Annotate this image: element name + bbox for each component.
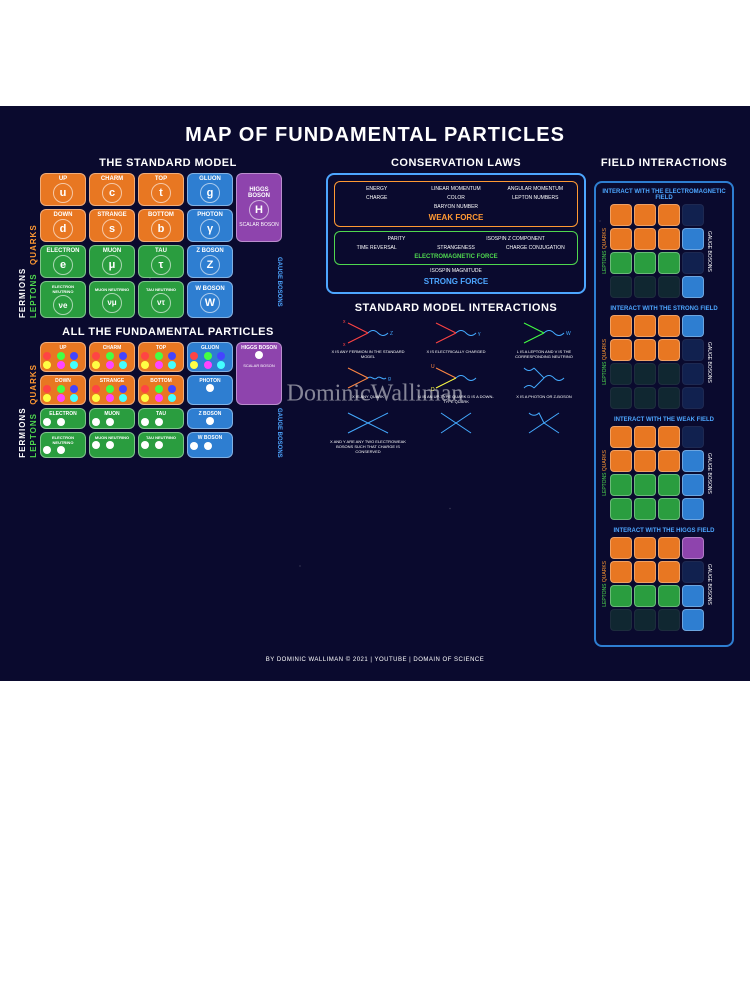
standard-model-section: THE STANDARD MODEL FERMIONS LEPTONS QUAR… [18,157,318,318]
ql-label-2: LEPTONS QUARKS [29,342,38,458]
sp-gluon: GLUON [187,342,233,372]
particle-gluon: GLUONg [187,173,233,206]
main-title: MAP OF FUNDAMENTAL PARTICLES [18,124,732,147]
sp-higgs: HIGGS BOSONSCALAR BOSON [236,342,282,405]
conservation-section: CONSERVATION LAWS ENERGYLINEAR MOMENTUMA… [326,157,586,294]
sp-photon: PHOTON [187,375,233,405]
particle-strange: STRANGEs [89,209,135,242]
left-column: THE STANDARD MODEL FERMIONS LEPTONS QUAR… [18,157,318,647]
particle-up: UPu [40,173,86,206]
quark-lepton-label: LEPTONS QUARKS [29,173,38,318]
feyn-3: WL IS A LEPTON AND V IS THE CORRESPONDIN… [502,318,586,359]
fermions-label: FERMIONS [18,173,27,318]
svg-text:W: W [566,331,571,337]
field-higgs: INTERACT WITH THE HIGGS FIELD LEPTONS QU… [602,528,726,631]
all-title: ALL THE FUNDAMENTAL PARTICLES [18,326,318,338]
svg-text:Z: Z [390,331,393,337]
feyn-9 [502,408,586,454]
sp-vm: MUON NEUTRINO [89,432,135,457]
sm-title: THE STANDARD MODEL [18,157,318,169]
field-box: INTERACT WITH THE ELECTROMAGNETIC FIELD … [594,181,734,647]
sp-mu: MUON [89,408,135,429]
particle-ve: ELECTRON NEUTRINOνe [40,281,86,318]
sp-w: W BOSON [187,432,233,457]
sp-bottom: BOTTOM [138,375,184,405]
small-particle-grid: UP CHARM TOP GLUON HIGGS BOSONSCALAR BOS… [40,342,282,458]
field-strong: INTERACT WITH THE STRONG FIELD LEPTONS Q… [602,306,726,409]
particle-charm: CHARMc [89,173,135,206]
sp-tau: TAU [138,408,184,429]
feyn-5: UDU IS AN UP-TYPE QUARK D IS A DOWN-TYPE… [414,363,498,404]
feyn-4: gX IS ANY QUARK [326,363,410,404]
poster: DominicWalliman MAP OF FUNDAMENTAL PARTI… [0,106,750,681]
sp-charm: CHARM [89,342,135,372]
middle-column: CONSERVATION LAWS ENERGYLINEAR MOMENTUMA… [326,157,586,647]
weak-box: ENERGYLINEAR MOMENTUMANGULAR MOMENTUM CH… [334,181,578,227]
particle-vm: MUON NEUTRINOνμ [89,281,135,318]
svg-text:γ: γ [478,331,481,337]
particle-tau: TAUτ [138,245,184,278]
particle-bottom: BOTTOMb [138,209,184,242]
particle-higgs: HIGGS BOSONHSCALAR BOSON [236,173,282,242]
em-box: PARITYISOSPIN Z COMPONENT TIME REVERSALS… [334,231,578,265]
particle-top: TOPt [138,173,184,206]
sp-up: UP [40,342,86,372]
particle-down: DOWNd [40,209,86,242]
fermions-label-2: FERMIONS [18,342,27,458]
particle-grid: UPu CHARMc TOPt GLUONg HIGGS BOSONHSCALA… [40,173,282,318]
feyn-6: X IS A PHOTON OR Z-BOSON [502,363,586,404]
svg-text:g: g [388,376,391,382]
particle-w: W BOSONW [187,281,233,318]
sp-top: TOP [138,342,184,372]
feyn-2: γX IS ELECTRICALLY CHARGED [414,318,498,359]
conservation-box: ENERGYLINEAR MOMENTUMANGULAR MOMENTUM CH… [326,173,586,294]
svg-text:U: U [431,364,435,370]
interactions-section: STANDARD MODEL INTERACTIONS xxZX IS ANY … [326,302,586,454]
all-particles-section: ALL THE FUNDAMENTAL PARTICLES FERMIONS L… [18,326,318,458]
sp-e: ELECTRON [40,408,86,429]
particle-photon: PHOTONγ [187,209,233,242]
sp-ve: ELECTRON NEUTRINO [40,432,86,457]
feyn-7: X AND Y ARE ANY TWO ELECTROWEAK BOSONS S… [326,408,410,454]
feyn-8 [414,408,498,454]
feynman-grid: xxZX IS ANY FERMION IN THE STANDARD MODE… [326,318,586,454]
feyn-1: xxZX IS ANY FERMION IN THE STANDARD MODE… [326,318,410,359]
particle-electron: ELECTRONe [40,245,86,278]
gauge-bosons-label: GAUGE BOSONS [236,257,282,307]
right-column: FIELD INTERACTIONS INTERACT WITH THE ELE… [594,157,734,647]
svg-text:x: x [343,342,346,348]
particle-z: Z BOSONZ [187,245,233,278]
particle-vt: TAU NEUTRINOντ [138,281,184,318]
content-grid: THE STANDARD MODEL FERMIONS LEPTONS QUAR… [18,157,732,647]
sp-strange: STRANGE [89,375,135,405]
svg-text:D: D [431,387,435,393]
sp-vt: TAU NEUTRINO [138,432,184,457]
sp-down: DOWN [40,375,86,405]
field-em: INTERACT WITH THE ELECTROMAGNETIC FIELD … [602,189,726,298]
sp-z: Z BOSON [187,408,233,429]
svg-text:x: x [343,319,346,325]
footer: BY DOMINIC WALLIMAN © 2021 | YOUTUBE | D… [18,657,732,663]
particle-muon: MUONμ [89,245,135,278]
field-weak: INTERACT WITH THE WEAK FIELD LEPTONS QUA… [602,417,726,520]
